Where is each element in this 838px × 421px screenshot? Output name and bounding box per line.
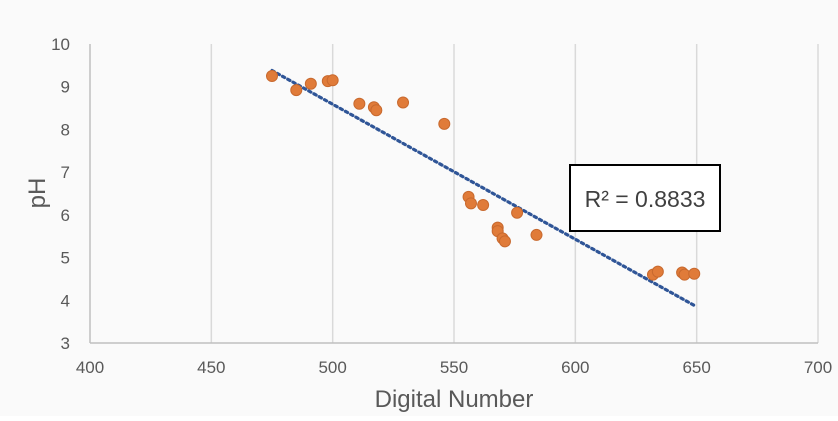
data-point	[477, 199, 490, 212]
data-point	[326, 74, 339, 87]
y-tick-label: 5	[61, 249, 70, 268]
r-squared-text: R² = 0.8833	[585, 186, 706, 212]
x-axis-label: Digital Number	[375, 386, 534, 413]
y-tick-label: 9	[61, 78, 70, 97]
trendline	[270, 68, 696, 308]
x-tick-labels: 400 450 500 550 600 650 700	[76, 358, 832, 377]
y-tick-label: 6	[61, 206, 70, 225]
x-tick-label: 450	[197, 358, 225, 377]
y-tick-label: 8	[61, 120, 70, 139]
data-point	[464, 197, 477, 210]
data-point	[290, 84, 303, 97]
x-tick-label: 400	[76, 358, 104, 377]
data-point	[266, 70, 278, 83]
data-points	[266, 70, 701, 281]
data-point	[511, 206, 524, 219]
x-tick-label: 700	[804, 358, 832, 377]
data-point	[498, 235, 511, 248]
data-point	[530, 228, 543, 241]
data-point	[353, 97, 366, 110]
y-axis-label: pH	[24, 178, 51, 209]
r-squared-annotation: R² = 0.8833	[569, 164, 721, 232]
trendline-group	[270, 68, 696, 308]
data-point	[397, 96, 410, 109]
data-point	[304, 77, 317, 90]
y-tick-labels: 3 4 5 6 7 8 9 10	[51, 35, 70, 353]
y-tick-label: 3	[61, 334, 70, 353]
axis-lines	[89, 44, 818, 344]
data-point	[438, 117, 451, 130]
data-point	[688, 267, 701, 280]
x-tick-label: 650	[682, 358, 710, 377]
data-point	[370, 104, 383, 117]
y-tick-label: 7	[61, 163, 70, 182]
x-tick-label: 500	[318, 358, 346, 377]
x-tick-label: 550	[440, 358, 468, 377]
y-tick-label: 4	[61, 291, 70, 310]
y-tick-label: 10	[51, 35, 70, 54]
data-point	[651, 265, 664, 278]
x-tick-label: 600	[561, 358, 589, 377]
annotation-box	[569, 164, 721, 232]
